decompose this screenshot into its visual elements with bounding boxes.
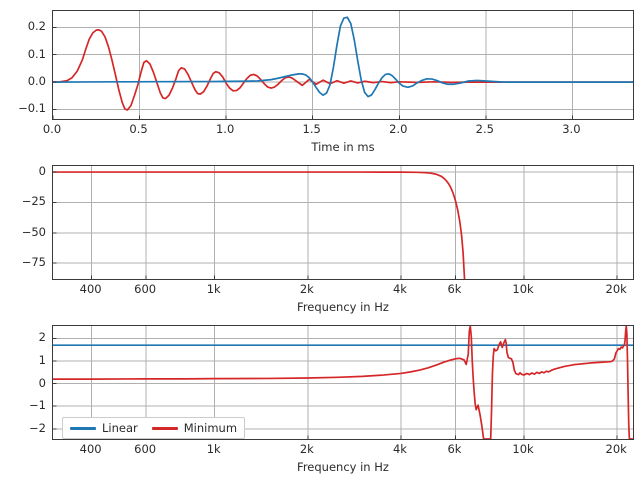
- magnitude-response-xtick-label: 2k: [299, 282, 314, 296]
- impulse-response-ytick-label: 0.1: [27, 46, 46, 61]
- magnitude-response-xtick-label: 600: [134, 282, 157, 296]
- group-delay-ytick-label: −1: [29, 398, 46, 413]
- impulse-response-ytick-label: 0.2: [27, 19, 46, 34]
- impulse-response-xtick-label: 1.0: [215, 122, 235, 136]
- group-delay-ytick-label: 1: [38, 353, 46, 368]
- group-delay-ytick-label: −2: [29, 420, 46, 435]
- impulse-response-xtick-label: 0.0: [42, 122, 62, 136]
- group-delay-xtick-label: 400: [79, 442, 102, 456]
- magnitude-response-plot: [53, 166, 633, 279]
- group-delay-xtick-label: 20k: [605, 442, 627, 456]
- magnitude-response-xtick-label: 1k: [206, 282, 221, 296]
- group-delay-xtick-label: 10k: [512, 442, 534, 456]
- legend-label-minimum: Minimum: [183, 421, 238, 435]
- impulse-response-plot: [53, 11, 633, 119]
- legend-entry-minimum[interactable]: Minimum: [151, 421, 238, 435]
- group-delay-xtick-label: 1k: [206, 442, 221, 456]
- group-delay-xlabel: Frequency in Hz: [297, 460, 389, 474]
- magnitude-response-ytick-label: −50: [21, 224, 46, 239]
- legend-entry-linear[interactable]: Linear: [70, 421, 138, 435]
- group-delay-xtick-label: 4k: [392, 442, 407, 456]
- legend-label-linear: Linear: [102, 421, 138, 435]
- group-delay-ytick-label: 2: [38, 330, 46, 345]
- magnitude-response-xtick-label: 4k: [392, 282, 407, 296]
- magnitude-response-xlabel: Frequency in Hz: [297, 300, 389, 314]
- legend-swatch-minimum: [151, 426, 178, 430]
- impulse-response-ytick-label: 0.0: [27, 74, 46, 89]
- magnitude-response-ytick-label: 0: [38, 164, 46, 179]
- group-delay-xtick-label: 600: [134, 442, 157, 456]
- magnitude-response-xtick-label: 400: [79, 282, 102, 296]
- impulse-response-ytick-label: −0.1: [18, 101, 46, 116]
- magnitude-response-xtick-label: 20k: [605, 282, 627, 296]
- impulse-response-xtick-label: 1.5: [302, 122, 321, 136]
- group-delay-xtick-label: 6k: [447, 442, 462, 456]
- magnitude-response-xtick-label: 6k: [447, 282, 462, 296]
- impulse-response-xtick-label: 2.0: [389, 122, 408, 136]
- group-delay-ytick-label: 0: [38, 375, 46, 390]
- legend-swatch-linear: [70, 426, 96, 430]
- magnitude-response-ytick-label: −25: [21, 194, 46, 209]
- magnitude-response-ytick-label: −75: [21, 255, 46, 270]
- group-delay-legend: Linear Minimum: [62, 417, 246, 439]
- impulse-response-xtick-label: 3.0: [562, 122, 581, 136]
- impulse-response-xlabel: Time in ms: [311, 140, 375, 154]
- group-delay-xtick-label: 2k: [299, 442, 314, 456]
- impulse-response-axes: [52, 10, 634, 120]
- magnitude-response-axes: [52, 165, 634, 280]
- impulse-response-xtick-label: 2.5: [475, 122, 494, 136]
- magnitude-response-xtick-label: 10k: [512, 282, 534, 296]
- impulse-response-xtick-label: 0.5: [129, 122, 148, 136]
